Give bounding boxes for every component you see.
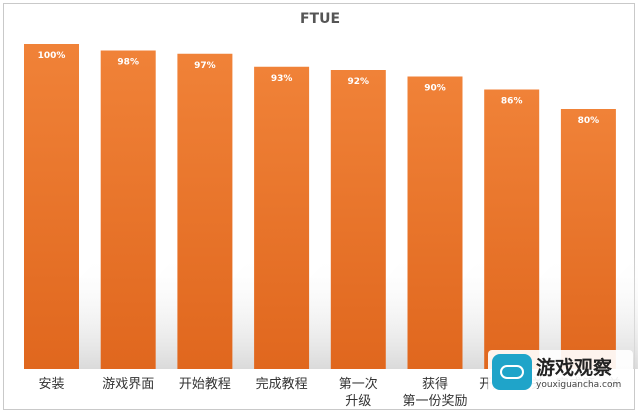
watermark: 游戏观察 youxiguancha.com <box>488 350 633 402</box>
chart-title: FTUE <box>299 11 341 27</box>
bar <box>330 70 386 369</box>
bar <box>560 109 616 369</box>
bar-shadow <box>309 254 332 369</box>
bar <box>100 50 156 369</box>
gamepad-icon <box>492 354 532 390</box>
bar <box>407 76 463 369</box>
watermark-url: youxiguancha.com <box>536 380 622 390</box>
bar-shadow <box>385 254 408 369</box>
category-label: 开始教程 <box>179 376 231 392</box>
bar-shadow <box>539 254 562 369</box>
category-label: 安装 <box>38 377 64 392</box>
data-label: 93% <box>271 74 293 84</box>
data-label: 90% <box>424 84 446 94</box>
category-label: 游戏界面 <box>102 377 154 392</box>
bar <box>254 66 310 369</box>
data-label: 92% <box>348 77 370 87</box>
bar-shadow <box>232 254 255 369</box>
bar-shadow <box>615 254 638 369</box>
bar <box>484 89 540 369</box>
bar-shadow <box>462 254 485 369</box>
data-label: 98% <box>117 58 139 68</box>
category-label: 获得第一份奖励 <box>402 376 467 409</box>
data-label: 100% <box>38 51 66 61</box>
bar-shadow <box>155 254 178 369</box>
bar-shadow <box>79 254 101 369</box>
category-label: 第一次升级 <box>339 376 378 409</box>
data-label: 97% <box>194 61 216 71</box>
bar <box>177 53 233 369</box>
watermark-text: 游戏观察 <box>536 357 613 379</box>
category-label: 完成教程 <box>256 376 308 392</box>
data-label: 80% <box>578 116 600 126</box>
data-label: 86% <box>501 97 523 107</box>
bar <box>24 44 79 369</box>
